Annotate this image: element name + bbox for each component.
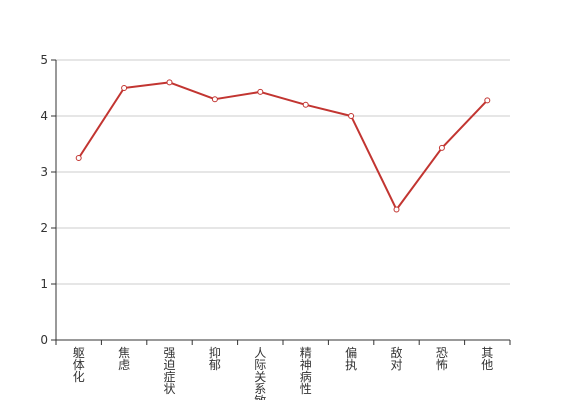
y-tick-label: 1 xyxy=(40,277,48,291)
x-tick-labels: 躯体化 焦虑 强迫症状 抑郁 人际关系敏感 精神病性 偏执 敌对 恐怖 其他 xyxy=(73,345,494,400)
data-point[interactable] xyxy=(438,144,445,151)
x-tick-label: 人际关系敏感 xyxy=(254,346,266,400)
y-tick-label: 2 xyxy=(40,221,48,235)
y-tick-label: 0 xyxy=(40,333,48,347)
data-point[interactable] xyxy=(257,88,264,95)
x-tick-label: 躯体化 xyxy=(73,345,85,384)
data-point[interactable] xyxy=(121,85,128,91)
data-point[interactable] xyxy=(348,113,355,119)
data-point[interactable] xyxy=(75,155,82,161)
x-tick-label: 偏执 xyxy=(345,345,357,372)
y-tick-label: 4 xyxy=(40,109,48,123)
data-point[interactable] xyxy=(211,96,218,103)
series-line xyxy=(77,81,489,211)
gridlines xyxy=(56,59,510,285)
data-point[interactable] xyxy=(302,101,309,108)
x-tick-label: 焦虑 xyxy=(118,346,130,372)
x-tick-label: 恐怖 xyxy=(436,346,448,372)
y-tick-label: 5 xyxy=(40,53,48,67)
axes xyxy=(51,59,511,345)
data-point[interactable] xyxy=(166,79,173,86)
data-point[interactable] xyxy=(484,97,491,104)
x-tick-label: 抑郁 xyxy=(209,345,221,372)
data-point[interactable] xyxy=(393,206,400,213)
x-tick-label: 其他 xyxy=(481,346,493,372)
x-tick-label: 强迫症状 xyxy=(163,346,175,396)
series xyxy=(75,79,491,213)
y-tick-labels: 0 1 2 3 4 5 xyxy=(40,53,48,347)
y-tick-label: 3 xyxy=(40,165,48,179)
x-tick-label: 精神病性 xyxy=(300,346,312,396)
x-tick-label: 敌对 xyxy=(390,345,402,372)
